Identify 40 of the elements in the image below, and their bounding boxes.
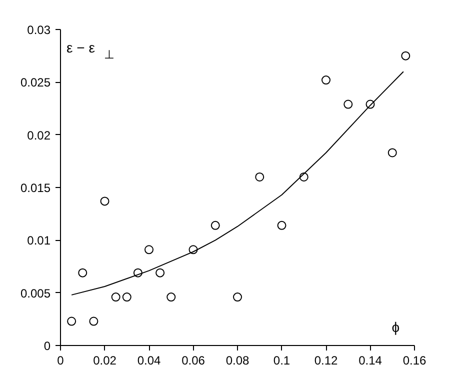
point xyxy=(156,268,165,278)
point xyxy=(122,292,132,302)
y-tick-label: 0.025 xyxy=(20,76,51,90)
line-series xyxy=(71,71,404,296)
point xyxy=(166,292,176,302)
y-tick-label: 0.03 xyxy=(27,23,51,37)
point xyxy=(78,268,88,278)
x-tick-label: 0.14 xyxy=(358,354,382,368)
y-tick-label: 0.02 xyxy=(27,128,51,142)
point xyxy=(210,220,220,230)
x-tick-label: 0.06 xyxy=(182,354,206,368)
x-tick-label: 0.08 xyxy=(226,354,250,368)
point xyxy=(100,196,110,206)
point xyxy=(144,245,154,254)
x-axis-title: ϕ xyxy=(392,319,400,336)
point xyxy=(322,76,330,85)
point xyxy=(255,172,264,182)
point xyxy=(388,148,397,158)
point xyxy=(299,172,308,182)
y-axis-title: ε − ε⊥ xyxy=(66,40,114,62)
x-tick-label: 0.1 xyxy=(273,354,290,368)
point xyxy=(133,268,142,278)
x-tick-label: 0.16 xyxy=(402,354,427,368)
y-tick-label: 0.015 xyxy=(20,181,51,195)
point xyxy=(401,51,410,60)
x-tick-label: 0.12 xyxy=(314,354,338,368)
point xyxy=(111,292,120,302)
point xyxy=(67,316,76,326)
point xyxy=(277,220,286,230)
point xyxy=(344,100,353,109)
point xyxy=(233,292,242,302)
y-tick-label: 0.01 xyxy=(27,234,51,248)
x-tick-label: 0.04 xyxy=(137,354,162,368)
x-tick-label: 0 xyxy=(57,354,64,368)
x-tick-label: 0.02 xyxy=(93,354,117,368)
point xyxy=(188,245,198,254)
y-tick-label: 0 xyxy=(44,339,51,353)
point xyxy=(89,316,98,326)
y-tick-label: 0.005 xyxy=(20,286,51,300)
point xyxy=(366,100,375,109)
